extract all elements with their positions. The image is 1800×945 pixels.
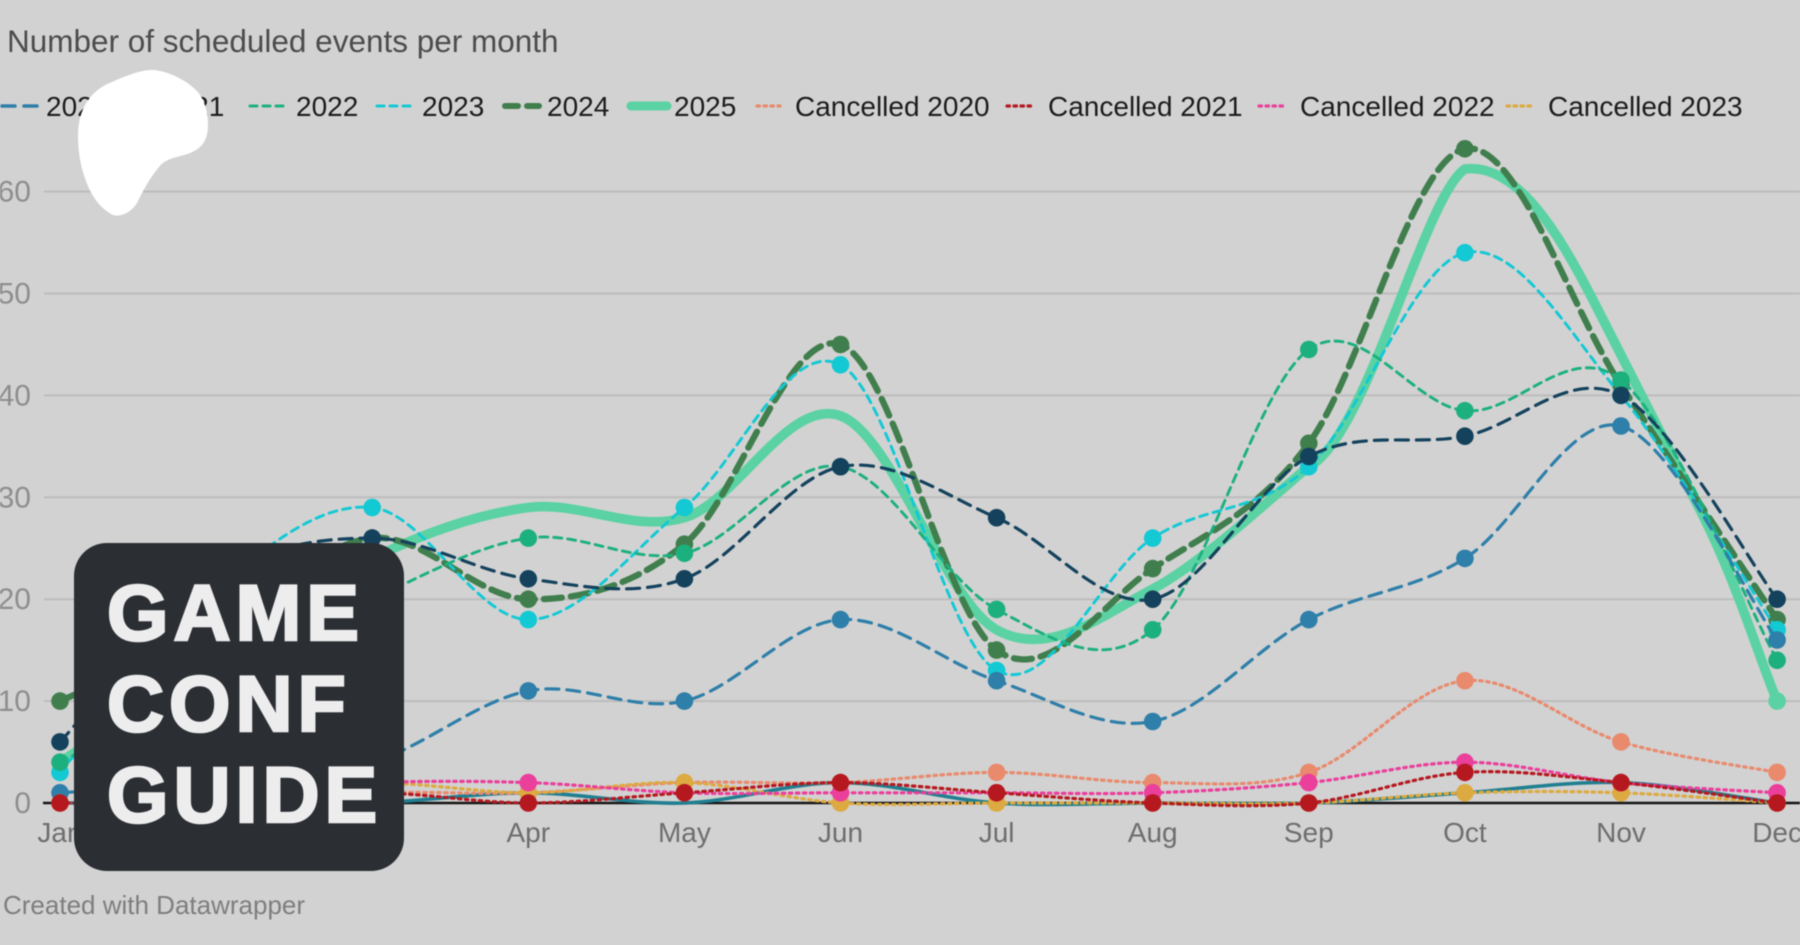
svg-text:2024: 2024	[547, 91, 609, 122]
svg-text:20: 20	[0, 583, 31, 616]
svg-text:Oct: Oct	[1443, 817, 1487, 848]
svg-text:Cancelled 2022: Cancelled 2022	[1300, 91, 1495, 122]
svg-text:Cancelled 2023: Cancelled 2023	[1548, 91, 1743, 122]
svg-text:2023: 2023	[422, 91, 484, 122]
svg-text:2022: 2022	[296, 91, 358, 122]
svg-text:50: 50	[0, 278, 31, 311]
svg-text:Jul: Jul	[979, 817, 1015, 848]
svg-text:Cancelled 2020: Cancelled 2020	[795, 91, 990, 122]
svg-text:Nov: Nov	[1596, 817, 1646, 848]
svg-text:Cancelled 2021: Cancelled 2021	[1048, 91, 1243, 122]
svg-text:30: 30	[0, 481, 31, 514]
svg-text:0: 0	[14, 787, 31, 820]
svg-text:10: 10	[0, 685, 31, 718]
svg-text:Apr: Apr	[507, 817, 551, 848]
svg-text:GUIDE: GUIDE	[107, 750, 382, 839]
svg-text:Sep: Sep	[1284, 817, 1334, 848]
svg-text:60: 60	[0, 176, 31, 209]
svg-text:Number of scheduled events per: Number of scheduled events per month	[7, 23, 559, 59]
svg-text:Jun: Jun	[818, 817, 863, 848]
svg-text:May: May	[658, 817, 711, 848]
svg-text:Dec: Dec	[1752, 817, 1800, 848]
svg-text:Aug: Aug	[1128, 817, 1178, 848]
svg-text:CONF: CONF	[107, 659, 351, 748]
svg-text:GAME: GAME	[107, 568, 364, 657]
svg-text:Created with Datawrapper: Created with Datawrapper	[3, 890, 305, 920]
svg-text:40: 40	[0, 379, 31, 412]
svg-text:2025: 2025	[674, 91, 736, 122]
